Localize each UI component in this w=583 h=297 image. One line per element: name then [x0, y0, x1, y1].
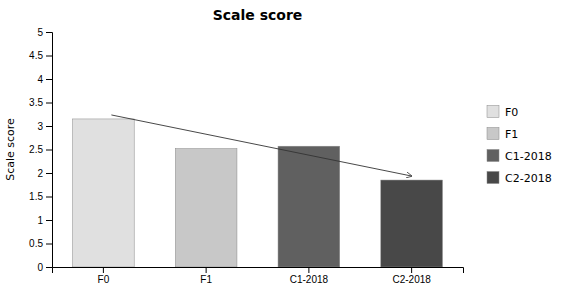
legend-swatch	[487, 172, 499, 184]
y-tick-mark	[46, 103, 52, 104]
legend-label: F0	[505, 106, 518, 119]
x-tick: C2-2018	[392, 267, 431, 285]
legend-item: C2-2018	[487, 172, 552, 185]
legend-item: F1	[487, 128, 518, 141]
y-tick: 2.5	[29, 144, 52, 155]
bars	[73, 115, 443, 267]
legend-swatch	[487, 150, 499, 162]
y-tick: 0.5	[29, 238, 52, 249]
y-tick-mark	[46, 56, 52, 57]
y-tick: 1	[37, 215, 52, 226]
x-tick-label: F1	[200, 274, 212, 285]
x-tick: C1-2018	[290, 267, 329, 285]
y-tick-label: 4	[37, 74, 43, 85]
y-tick-mark	[46, 197, 52, 198]
y-tick-label: 1.5	[29, 191, 43, 202]
y-tick: 1.5	[29, 191, 52, 202]
legend-item: F0	[487, 106, 518, 119]
x-tick-mark	[308, 267, 309, 273]
legend-label: C2-2018	[505, 172, 552, 185]
y-tick-label: 4.5	[29, 50, 43, 61]
y-tick: 4	[37, 74, 52, 85]
y-tick: 3.5	[29, 97, 52, 108]
plot: F0 F1 C1-2018 C2-2018 0 0.5 1 1.5 2 2.5 3 3.5 4 4.5 5	[29, 27, 463, 285]
y-tick-label: 0	[37, 262, 43, 273]
x-tick-mark	[206, 267, 207, 273]
x-tick-mark	[103, 267, 104, 273]
bar	[175, 149, 237, 267]
y-tick-mark	[46, 220, 52, 221]
y-tick-label: 2	[37, 168, 43, 179]
x-tick: F1	[200, 267, 212, 285]
y-tick-label: 2.5	[29, 144, 43, 155]
y-axis-line	[46, 33, 53, 268]
bar	[278, 146, 340, 267]
y-tick: 3	[37, 121, 52, 132]
arrow	[111, 115, 411, 176]
y-tick-mark	[46, 79, 52, 80]
y-tick: 0	[37, 262, 52, 273]
x-tick-label: C1-2018	[290, 274, 329, 285]
y-tick-label: 0.5	[29, 238, 43, 249]
x-tick: F0	[98, 267, 110, 285]
legend-label: C1-2018	[505, 150, 552, 163]
x-tick-label: F0	[98, 274, 110, 285]
x-tick-mark	[411, 267, 412, 273]
chart: F0 F1 C1-2018 C2-2018 0 0.5 1 1.5 2 2.5 3 3.5 4 4.5 5 S…	[0, 0, 583, 297]
legend-swatch	[487, 106, 499, 118]
x-axis: F0 F1 C1-2018 C2-2018	[53, 267, 464, 285]
y-tick-mark	[46, 267, 52, 268]
y-axis: 0 0.5 1 1.5 2 2.5 3 3.5 4 4.5 5	[29, 27, 52, 273]
y-tick-label: 3.5	[29, 97, 43, 108]
y-tick-label: 5	[37, 27, 43, 38]
legend-label: F1	[505, 128, 518, 141]
legend-item: C1-2018	[487, 150, 552, 163]
y-tick-label: 3	[37, 121, 43, 132]
y-tick-label: 1	[37, 215, 43, 226]
bar	[73, 119, 135, 267]
y-tick-mark	[46, 244, 52, 245]
x-axis-line	[53, 268, 464, 274]
legend: F0 F1 C1-2018 C2-2018	[487, 106, 552, 185]
y-tick: 4.5	[29, 50, 52, 61]
bar	[381, 180, 443, 267]
y-tick-mark	[46, 32, 52, 33]
x-tick-label: C2-2018	[392, 274, 431, 285]
y-tick-mark	[46, 126, 52, 127]
y-axis-title: Scale score	[4, 118, 17, 181]
legend-swatch	[487, 128, 499, 140]
y-tick-mark	[46, 173, 52, 174]
title: Scale score	[213, 7, 303, 23]
y-tick-mark	[46, 150, 52, 151]
y-tick: 2	[37, 168, 52, 179]
y-tick: 5	[37, 27, 52, 38]
